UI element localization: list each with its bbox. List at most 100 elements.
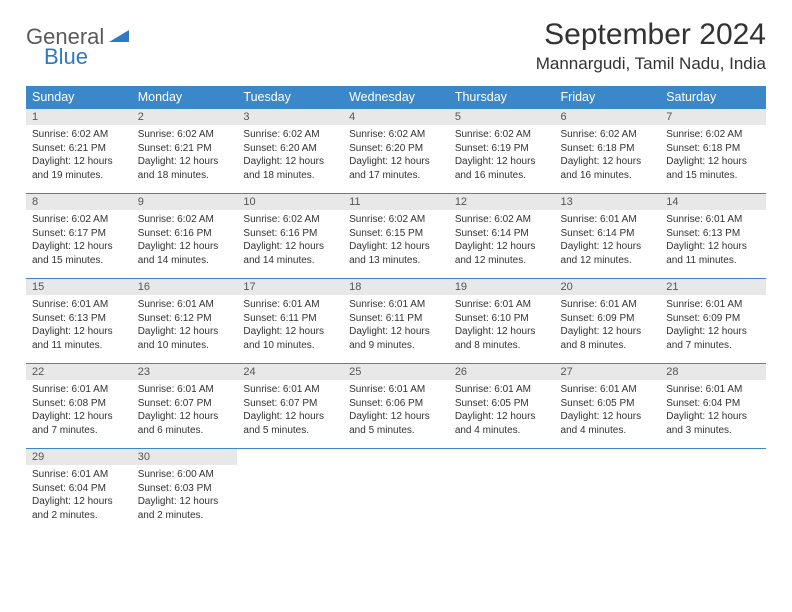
day-number: 28: [660, 363, 766, 380]
day-number: 20: [555, 278, 661, 295]
calendar-body: 1Sunrise: 6:02 AMSunset: 6:21 PMDaylight…: [26, 108, 766, 533]
weekday-header: Thursday: [449, 86, 555, 108]
day-number: 5: [449, 108, 555, 125]
day-details: Sunrise: 6:02 AMSunset: 6:21 PMDaylight:…: [26, 125, 132, 186]
day-details: Sunrise: 6:02 AMSunset: 6:15 PMDaylight:…: [343, 210, 449, 271]
calendar-day-cell: 22Sunrise: 6:01 AMSunset: 6:08 PMDayligh…: [26, 363, 132, 448]
calendar-day-cell: 4Sunrise: 6:02 AMSunset: 6:20 PMDaylight…: [343, 108, 449, 193]
day-details: Sunrise: 6:02 AMSunset: 6:19 PMDaylight:…: [449, 125, 555, 186]
month-title: September 2024: [536, 18, 766, 52]
day-number: 23: [132, 363, 238, 380]
calendar-day-cell: 7Sunrise: 6:02 AMSunset: 6:18 PMDaylight…: [660, 108, 766, 193]
title-block: September 2024 Mannargudi, Tamil Nadu, I…: [536, 18, 766, 74]
calendar-day-cell: 13Sunrise: 6:01 AMSunset: 6:14 PMDayligh…: [555, 193, 661, 278]
calendar-week-row: 22Sunrise: 6:01 AMSunset: 6:08 PMDayligh…: [26, 363, 766, 448]
day-number: 15: [26, 278, 132, 295]
day-number: 11: [343, 193, 449, 210]
logo-triangle-icon: [109, 28, 131, 49]
day-number: 30: [132, 448, 238, 465]
day-details: Sunrise: 6:02 AMSunset: 6:18 PMDaylight:…: [555, 125, 661, 186]
day-details: Sunrise: 6:02 AMSunset: 6:21 PMDaylight:…: [132, 125, 238, 186]
calendar-week-row: 29Sunrise: 6:01 AMSunset: 6:04 PMDayligh…: [26, 448, 766, 533]
day-details: Sunrise: 6:01 AMSunset: 6:05 PMDaylight:…: [449, 380, 555, 441]
calendar-day-cell: [237, 448, 343, 533]
day-details: Sunrise: 6:01 AMSunset: 6:12 PMDaylight:…: [132, 295, 238, 356]
day-details: Sunrise: 6:01 AMSunset: 6:10 PMDaylight:…: [449, 295, 555, 356]
day-details: Sunrise: 6:02 AMSunset: 6:20 AMDaylight:…: [237, 125, 343, 186]
day-details: Sunrise: 6:01 AMSunset: 6:06 PMDaylight:…: [343, 380, 449, 441]
day-number: 10: [237, 193, 343, 210]
calendar-day-cell: 15Sunrise: 6:01 AMSunset: 6:13 PMDayligh…: [26, 278, 132, 363]
weekday-header: Tuesday: [237, 86, 343, 108]
day-number: 3: [237, 108, 343, 125]
calendar-day-cell: 8Sunrise: 6:02 AMSunset: 6:17 PMDaylight…: [26, 193, 132, 278]
day-number: 24: [237, 363, 343, 380]
calendar-week-row: 15Sunrise: 6:01 AMSunset: 6:13 PMDayligh…: [26, 278, 766, 363]
day-number: 29: [26, 448, 132, 465]
calendar-day-cell: 6Sunrise: 6:02 AMSunset: 6:18 PMDaylight…: [555, 108, 661, 193]
calendar-day-cell: 19Sunrise: 6:01 AMSunset: 6:10 PMDayligh…: [449, 278, 555, 363]
day-details: Sunrise: 6:02 AMSunset: 6:14 PMDaylight:…: [449, 210, 555, 271]
day-details: Sunrise: 6:01 AMSunset: 6:13 PMDaylight:…: [26, 295, 132, 356]
calendar-day-cell: [555, 448, 661, 533]
day-number: 14: [660, 193, 766, 210]
weekday-header: Friday: [555, 86, 661, 108]
day-details: Sunrise: 6:02 AMSunset: 6:20 PMDaylight:…: [343, 125, 449, 186]
day-details: Sunrise: 6:01 AMSunset: 6:14 PMDaylight:…: [555, 210, 661, 271]
day-details: Sunrise: 6:01 AMSunset: 6:08 PMDaylight:…: [26, 380, 132, 441]
calendar-day-cell: 26Sunrise: 6:01 AMSunset: 6:05 PMDayligh…: [449, 363, 555, 448]
day-details: Sunrise: 6:01 AMSunset: 6:04 PMDaylight:…: [660, 380, 766, 441]
calendar-day-cell: 24Sunrise: 6:01 AMSunset: 6:07 PMDayligh…: [237, 363, 343, 448]
day-details: Sunrise: 6:01 AMSunset: 6:11 PMDaylight:…: [343, 295, 449, 356]
calendar-day-cell: 28Sunrise: 6:01 AMSunset: 6:04 PMDayligh…: [660, 363, 766, 448]
calendar-week-row: 1Sunrise: 6:02 AMSunset: 6:21 PMDaylight…: [26, 108, 766, 193]
calendar-day-cell: 9Sunrise: 6:02 AMSunset: 6:16 PMDaylight…: [132, 193, 238, 278]
day-number: 1: [26, 108, 132, 125]
calendar-day-cell: 20Sunrise: 6:01 AMSunset: 6:09 PMDayligh…: [555, 278, 661, 363]
calendar-day-cell: 11Sunrise: 6:02 AMSunset: 6:15 PMDayligh…: [343, 193, 449, 278]
calendar-day-cell: 3Sunrise: 6:02 AMSunset: 6:20 AMDaylight…: [237, 108, 343, 193]
calendar-day-cell: 29Sunrise: 6:01 AMSunset: 6:04 PMDayligh…: [26, 448, 132, 533]
day-number: 17: [237, 278, 343, 295]
day-number: 7: [660, 108, 766, 125]
calendar-day-cell: 10Sunrise: 6:02 AMSunset: 6:16 PMDayligh…: [237, 193, 343, 278]
day-details: Sunrise: 6:01 AMSunset: 6:07 PMDaylight:…: [132, 380, 238, 441]
calendar-week-row: 8Sunrise: 6:02 AMSunset: 6:17 PMDaylight…: [26, 193, 766, 278]
day-number: 19: [449, 278, 555, 295]
weekday-header: Monday: [132, 86, 238, 108]
calendar-day-cell: 18Sunrise: 6:01 AMSunset: 6:11 PMDayligh…: [343, 278, 449, 363]
header: General Blue September 2024 Mannargudi, …: [26, 18, 766, 74]
calendar-day-cell: 21Sunrise: 6:01 AMSunset: 6:09 PMDayligh…: [660, 278, 766, 363]
calendar-day-cell: 17Sunrise: 6:01 AMSunset: 6:11 PMDayligh…: [237, 278, 343, 363]
logo: General Blue: [26, 18, 131, 70]
calendar-day-cell: 1Sunrise: 6:02 AMSunset: 6:21 PMDaylight…: [26, 108, 132, 193]
day-details: Sunrise: 6:01 AMSunset: 6:07 PMDaylight:…: [237, 380, 343, 441]
calendar-day-cell: 16Sunrise: 6:01 AMSunset: 6:12 PMDayligh…: [132, 278, 238, 363]
calendar-day-cell: 23Sunrise: 6:01 AMSunset: 6:07 PMDayligh…: [132, 363, 238, 448]
weekday-header: Wednesday: [343, 86, 449, 108]
day-number: 6: [555, 108, 661, 125]
weekday-header-row: SundayMondayTuesdayWednesdayThursdayFrid…: [26, 86, 766, 108]
day-number: 4: [343, 108, 449, 125]
day-number: 22: [26, 363, 132, 380]
weekday-header: Sunday: [26, 86, 132, 108]
day-number: 13: [555, 193, 661, 210]
day-number: 21: [660, 278, 766, 295]
day-number: 26: [449, 363, 555, 380]
day-number: 25: [343, 363, 449, 380]
weekday-header: Saturday: [660, 86, 766, 108]
day-number: 2: [132, 108, 238, 125]
day-details: Sunrise: 6:02 AMSunset: 6:16 PMDaylight:…: [237, 210, 343, 271]
day-details: Sunrise: 6:01 AMSunset: 6:13 PMDaylight:…: [660, 210, 766, 271]
calendar-day-cell: [343, 448, 449, 533]
calendar-day-cell: 12Sunrise: 6:02 AMSunset: 6:14 PMDayligh…: [449, 193, 555, 278]
day-details: Sunrise: 6:01 AMSunset: 6:09 PMDaylight:…: [660, 295, 766, 356]
day-details: Sunrise: 6:01 AMSunset: 6:11 PMDaylight:…: [237, 295, 343, 356]
day-details: Sunrise: 6:01 AMSunset: 6:09 PMDaylight:…: [555, 295, 661, 356]
day-number: 16: [132, 278, 238, 295]
day-details: Sunrise: 6:02 AMSunset: 6:17 PMDaylight:…: [26, 210, 132, 271]
calendar-day-cell: 14Sunrise: 6:01 AMSunset: 6:13 PMDayligh…: [660, 193, 766, 278]
calendar-table: SundayMondayTuesdayWednesdayThursdayFrid…: [26, 86, 766, 533]
calendar-day-cell: 27Sunrise: 6:01 AMSunset: 6:05 PMDayligh…: [555, 363, 661, 448]
day-number: 8: [26, 193, 132, 210]
